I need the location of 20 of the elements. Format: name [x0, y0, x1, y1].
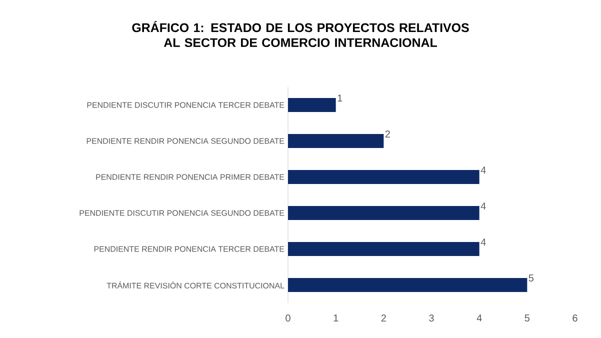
x-tick-label: 5: [524, 314, 530, 322]
bar: [288, 242, 480, 256]
bar: [288, 134, 384, 148]
x-tick-label: 2: [381, 314, 386, 322]
bar: [288, 206, 480, 220]
data-label: 4: [480, 238, 486, 246]
x-tick-label: 6: [572, 314, 578, 322]
x-tick-label: 1: [334, 314, 338, 322]
x-tick-label: 3: [429, 314, 434, 322]
data-label: 1: [338, 94, 342, 102]
x-tick-label: 0: [286, 314, 290, 322]
bar: [288, 98, 336, 112]
bar: [288, 278, 528, 292]
data-label: 5: [528, 274, 534, 282]
chart-title: GRÁFICO 1: ESTADO DE LOS PROYECTOS RELATIVOS AL SECTOR DE COMERCIO INTERNACIONAL: [132, 20, 469, 48]
bar: [288, 170, 480, 184]
data-label: 4: [480, 166, 486, 174]
x-tick-label: 4: [476, 314, 482, 322]
data-label: 4: [480, 202, 486, 210]
data-label: 2: [385, 130, 390, 138]
